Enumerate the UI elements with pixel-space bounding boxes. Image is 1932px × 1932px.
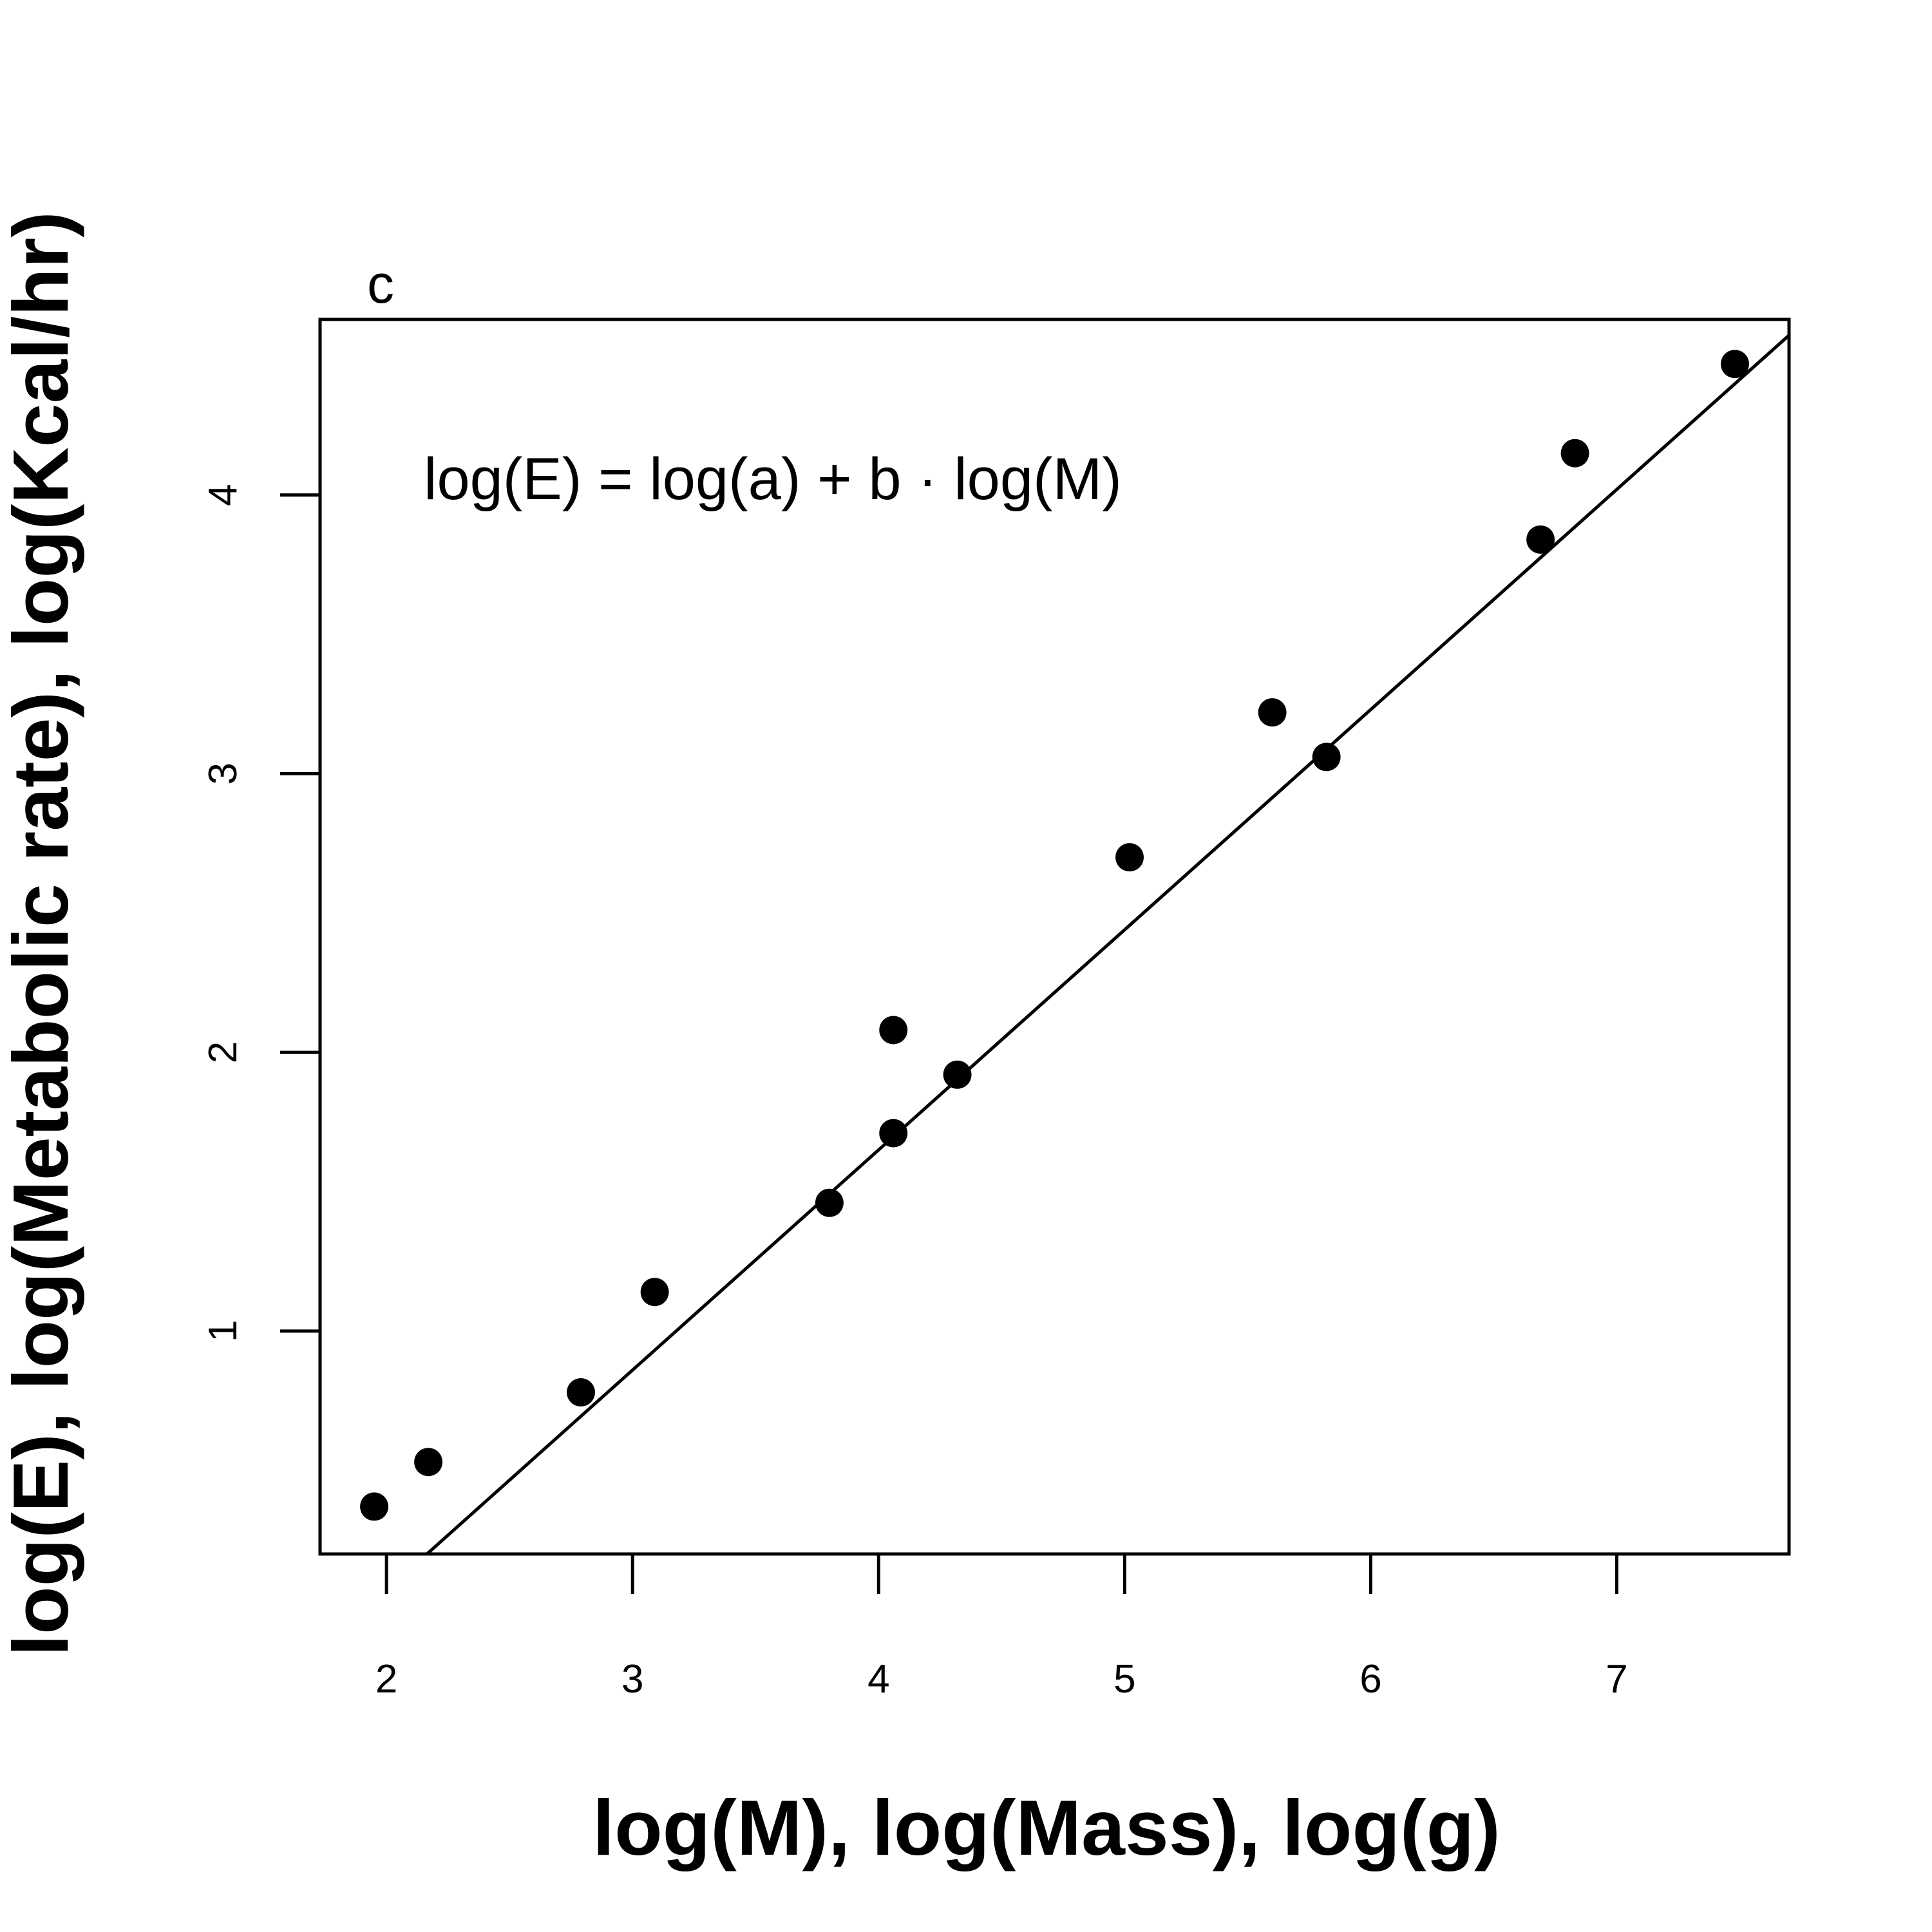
- data-point: [943, 1060, 972, 1089]
- panel-label: c: [367, 254, 394, 314]
- data-point: [1115, 843, 1144, 872]
- points-layer: [360, 350, 1749, 1521]
- x-tick-label: 5: [1113, 1657, 1135, 1701]
- data-point: [1560, 439, 1589, 468]
- x-axis-title: log(M), log(Mass), log(g): [592, 1784, 1501, 1871]
- plot-frame: [318, 317, 1791, 1556]
- data-point: [1258, 698, 1287, 727]
- data-point: [1720, 350, 1749, 379]
- data-point: [567, 1378, 596, 1407]
- fit-line-layer: [426, 334, 1790, 1555]
- x-tick-label: 4: [867, 1657, 889, 1701]
- x-tick-label: 2: [375, 1657, 397, 1701]
- axes-layer: 2 3 4 5 6 7 1 2 3 4: [201, 317, 1791, 1701]
- regression-line: [426, 334, 1790, 1555]
- y-tick-label: 2: [201, 1041, 245, 1063]
- x-tick-label: 3: [621, 1657, 643, 1701]
- data-point: [414, 1448, 443, 1477]
- fit-equation: log(E) = log(a) + b · log(M): [424, 446, 1122, 512]
- y-tick-label: 3: [201, 762, 245, 784]
- y-tick-label: 1: [201, 1320, 245, 1342]
- data-point: [879, 1016, 908, 1045]
- y-tick-label: 4: [201, 484, 245, 506]
- data-point: [640, 1278, 669, 1307]
- data-point: [1526, 525, 1555, 554]
- data-point: [360, 1492, 389, 1521]
- x-tick-label: 6: [1359, 1657, 1381, 1701]
- data-point: [815, 1188, 844, 1217]
- data-point: [879, 1119, 908, 1148]
- x-tick-label: 7: [1605, 1657, 1627, 1701]
- data-point: [1312, 743, 1341, 772]
- y-axis-title: log(E), log(Metabolic rate), log(Kcal/hr…: [0, 211, 84, 1656]
